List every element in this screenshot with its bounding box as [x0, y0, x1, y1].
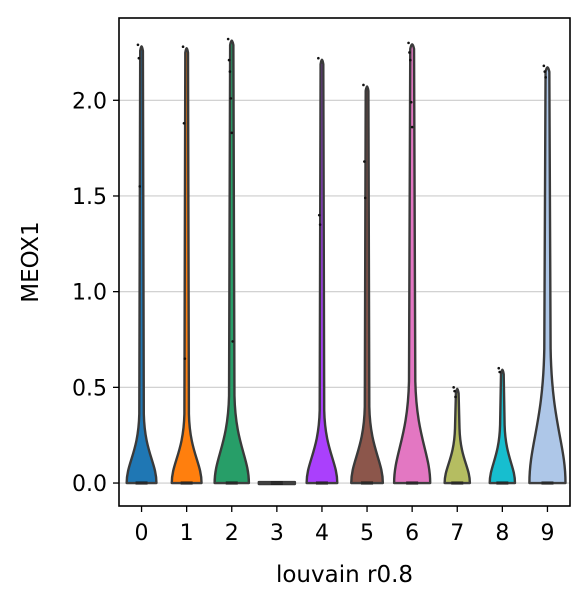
data-point: [410, 101, 413, 104]
x-tick-label: 6: [405, 521, 419, 546]
violin-6: [394, 44, 430, 483]
data-point: [362, 84, 365, 87]
data-point: [411, 126, 414, 129]
data-point: [453, 390, 456, 393]
y-tick-label: 0.5: [72, 376, 107, 401]
data-point: [497, 367, 500, 370]
data-point: [229, 70, 232, 73]
data-point: [319, 223, 322, 226]
y-tick-label: 1.5: [72, 185, 107, 210]
data-point: [498, 371, 501, 374]
x-tick-label: 7: [450, 521, 464, 546]
data-points: [137, 38, 547, 398]
violin-9: [529, 67, 565, 483]
y-tick-label: 2.0: [72, 89, 107, 114]
data-point: [230, 132, 233, 135]
violin-0: [127, 46, 157, 483]
data-point: [138, 185, 141, 188]
data-point: [408, 51, 411, 54]
violin-7: [445, 389, 470, 483]
data-point: [543, 70, 546, 73]
data-point: [230, 97, 233, 100]
x-tick-label: 1: [180, 521, 194, 546]
data-point: [182, 45, 185, 48]
x-tick-label: 2: [225, 521, 239, 546]
data-point: [364, 197, 367, 200]
y-axis-ticks: 0.0 0.5 1.0 1.5 2.0: [72, 89, 119, 497]
data-point: [543, 65, 546, 68]
data-point: [183, 122, 186, 125]
data-point: [363, 160, 366, 163]
data-point: [544, 76, 547, 79]
x-tick-label: 8: [495, 521, 509, 546]
data-point: [454, 396, 457, 399]
x-axis-ticks: 0 1 2 3 4 5 6 7 8 9: [135, 506, 555, 546]
x-tick-label: 0: [135, 521, 149, 546]
data-point: [452, 386, 455, 389]
data-point: [318, 214, 321, 217]
violin-8: [490, 370, 515, 483]
y-axis-label: MEOX1: [18, 221, 44, 302]
x-axis-label: louvain r0.8: [276, 562, 413, 588]
data-point: [407, 42, 410, 45]
data-point: [317, 57, 320, 60]
violin-4: [307, 60, 338, 483]
violin-2: [215, 41, 249, 483]
x-tick-label: 4: [315, 521, 329, 546]
data-point: [409, 59, 412, 62]
data-point: [227, 38, 230, 41]
data-point: [228, 59, 231, 62]
violins: [127, 41, 566, 484]
data-point: [231, 340, 234, 343]
violin-1: [172, 48, 202, 483]
x-tick-label: 5: [360, 521, 374, 546]
violin-5: [351, 86, 383, 483]
x-tick-label: 3: [270, 521, 284, 546]
data-point: [138, 57, 141, 60]
data-point: [184, 357, 187, 360]
y-tick-label: 1.0: [72, 281, 107, 306]
y-tick-label: 0.0: [72, 472, 107, 497]
x-tick-label: 9: [540, 521, 554, 546]
data-point: [137, 43, 140, 46]
